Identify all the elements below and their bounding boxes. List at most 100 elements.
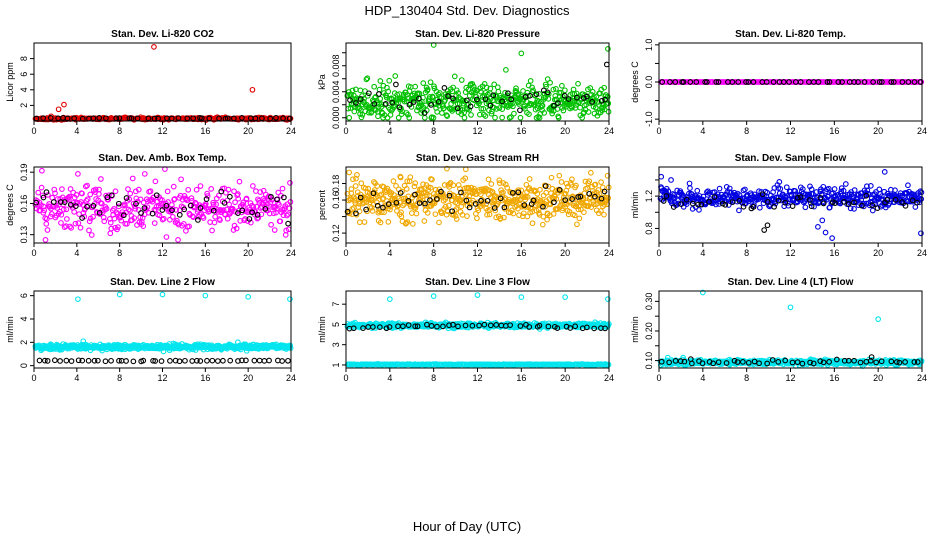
data-point-summary (855, 79, 861, 85)
data-point-summary (227, 193, 233, 200)
data-point-summary (703, 79, 710, 85)
data-point-primary (453, 87, 460, 94)
data-point-summary (130, 358, 137, 365)
data-point-primary (469, 80, 476, 87)
data-point-primary (159, 216, 166, 223)
data-point-summary (764, 222, 771, 229)
data-point-primary (436, 219, 442, 226)
data-points (344, 292, 612, 368)
data-point-summary (659, 79, 666, 85)
data-point-primary (451, 73, 458, 80)
data-point-summary (780, 79, 787, 85)
data-point-primary (550, 210, 557, 217)
data-point-summary (239, 207, 246, 214)
data-point-primary (540, 213, 547, 220)
data-point-primary (287, 296, 293, 303)
x-tick-label: 12 (472, 126, 482, 136)
data-point-summary (50, 199, 57, 205)
data-point-primary (212, 213, 219, 220)
data-point-primary (169, 202, 175, 208)
data-point-primary (354, 172, 360, 178)
data-point-primary (601, 84, 608, 91)
data-point-summary (103, 115, 109, 122)
data-point-summary (36, 357, 43, 364)
data-point-primary (576, 215, 583, 222)
data-point-primary (59, 186, 65, 192)
data-point-primary (125, 186, 131, 192)
data-point-summary (770, 79, 777, 85)
data-point-summary (108, 357, 114, 364)
data-point-primary (395, 114, 402, 121)
data-point-primary (352, 199, 359, 206)
panel-title: Stan. Dev. Line 3 Flow (425, 277, 530, 288)
x-tick-label: 16 (516, 373, 526, 383)
data-point-summary (905, 79, 912, 85)
data-point-primary (90, 213, 96, 220)
data-point-primary (216, 192, 222, 199)
data-point-primary (75, 171, 81, 177)
data-point-summary (182, 357, 188, 364)
y-tick-label: 0.8 (644, 222, 654, 235)
data-point-primary (429, 94, 436, 101)
y-tick-label: 3 (331, 342, 341, 347)
data-point-summary (133, 200, 139, 207)
data-point-primary (869, 207, 876, 214)
x-tick-label: 16 (200, 373, 210, 383)
y-axis-label: ml/min (5, 316, 15, 343)
data-point-summary (181, 206, 188, 213)
data-point-primary (355, 96, 362, 102)
data-point-summary (527, 92, 533, 99)
data-point-primary (918, 189, 925, 196)
data-point-primary (413, 210, 420, 217)
data-point-summary (347, 97, 353, 103)
data-point-primary (127, 190, 134, 197)
data-point-summary (584, 93, 590, 100)
x-tick-label: 8 (431, 373, 436, 383)
data-points (32, 44, 294, 123)
data-points (657, 289, 925, 369)
data-point-primary (539, 102, 546, 109)
data-point-primary (375, 104, 382, 110)
data-point-summary (40, 194, 47, 201)
data-point-primary (593, 105, 599, 111)
data-point-primary (589, 88, 596, 95)
data-point-primary (346, 169, 353, 176)
data-point-primary (492, 207, 499, 214)
data-point-summary (551, 102, 557, 109)
data-point-primary (530, 87, 536, 94)
data-point-primary (243, 195, 250, 202)
data-point-summary (490, 92, 497, 99)
data-point-summary (876, 79, 883, 85)
data-point-primary (344, 92, 351, 98)
y-tick-label: 7 (331, 302, 341, 307)
x-tick-label: 4 (387, 126, 392, 136)
data-point-primary (499, 114, 505, 121)
data-point-summary (713, 79, 720, 85)
y-tick-label: 0.18 (331, 175, 341, 193)
data-point-primary (352, 183, 359, 189)
data-point-primary (875, 316, 882, 322)
data-point-summary (261, 358, 268, 364)
data-point-primary (686, 180, 693, 187)
data-point-summary (598, 97, 605, 104)
data-point-primary (349, 87, 356, 94)
data-point-primary (480, 106, 487, 112)
data-point-summary (428, 102, 435, 108)
data-point-summary (879, 79, 885, 85)
data-point-primary (98, 176, 104, 182)
data-point-primary (453, 206, 460, 212)
data-point-primary (217, 217, 223, 223)
data-point-primary (41, 207, 48, 214)
data-point-primary (452, 213, 459, 219)
data-point-primary (488, 110, 495, 117)
data-point-primary (129, 175, 136, 182)
data-point-primary (108, 225, 115, 232)
data-point-primary (481, 92, 488, 99)
data-point-primary (153, 206, 159, 213)
data-point-primary (200, 215, 207, 221)
data-point-primary (209, 227, 215, 234)
data-point-primary (424, 86, 431, 93)
data-point-summary (47, 115, 54, 121)
data-point-summary (450, 95, 456, 102)
